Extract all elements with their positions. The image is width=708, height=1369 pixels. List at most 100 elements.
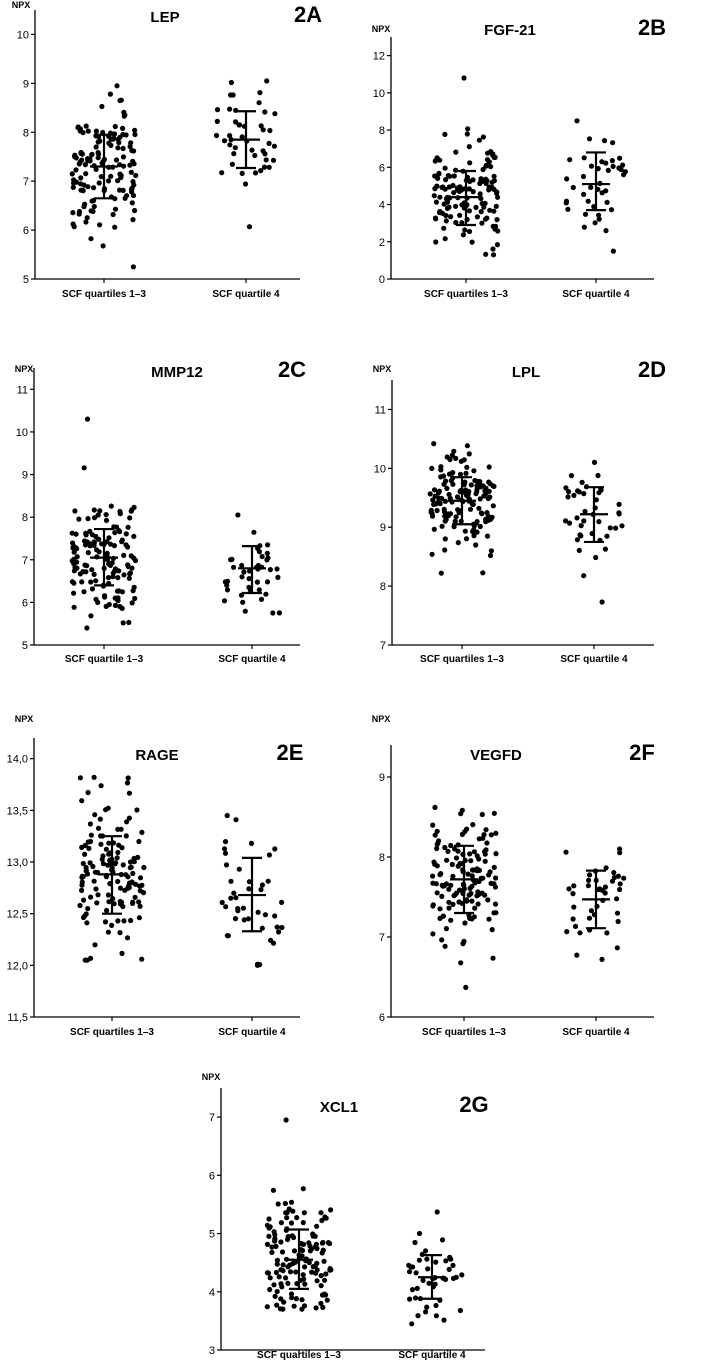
data-point: [617, 156, 622, 161]
data-point: [299, 1297, 304, 1302]
y-tick-label: 6: [209, 1170, 215, 1182]
data-point: [121, 154, 126, 159]
data-point: [225, 587, 230, 592]
data-point: [82, 852, 87, 857]
data-point: [323, 1271, 328, 1276]
data-point: [432, 805, 437, 810]
data-point: [430, 931, 435, 936]
data-point: [72, 550, 77, 555]
data-point: [265, 542, 270, 547]
data-point: [563, 850, 568, 855]
y-tick-label: 8: [379, 125, 385, 137]
y-tick-label: 6: [22, 597, 28, 609]
data-point: [79, 158, 84, 163]
data-point: [433, 1260, 438, 1265]
chart-title: RAGE: [135, 747, 178, 764]
data-point: [444, 858, 449, 863]
data-point: [243, 609, 248, 614]
data-point: [132, 132, 137, 137]
data-point: [106, 535, 111, 540]
data-point: [315, 1278, 320, 1283]
data-point: [455, 849, 460, 854]
data-point: [290, 1209, 295, 1214]
data-point: [428, 491, 433, 496]
data-point: [492, 811, 497, 816]
data-point: [318, 1301, 323, 1306]
data-point: [456, 899, 461, 904]
data-point: [483, 519, 488, 524]
data-point: [78, 151, 83, 156]
data-point: [246, 585, 251, 590]
data-point: [571, 493, 576, 498]
data-point: [240, 171, 245, 176]
data-point: [328, 1207, 333, 1212]
data-point: [227, 107, 232, 112]
panel-label: 2A: [294, 2, 322, 27]
data-point: [109, 923, 114, 928]
data-point: [120, 589, 125, 594]
data-point: [101, 243, 106, 248]
data-point: [301, 1220, 306, 1225]
data-point: [127, 881, 132, 886]
data-point: [603, 228, 608, 233]
data-point: [83, 542, 88, 547]
data-point: [564, 199, 569, 204]
y-axis-label: NPX: [12, 0, 31, 10]
x-category-label: SCF quartiles 1–3: [70, 1027, 154, 1038]
data-point: [271, 158, 276, 163]
data-point: [71, 544, 76, 549]
data-point: [431, 902, 436, 907]
data-point: [233, 817, 238, 822]
data-point: [99, 783, 104, 788]
data-point: [472, 880, 477, 885]
data-point: [231, 151, 236, 156]
data-point: [233, 895, 238, 900]
data-point: [442, 547, 447, 552]
data-point: [117, 529, 122, 534]
data-point: [495, 195, 500, 200]
data-point: [130, 200, 135, 205]
data-point: [587, 136, 592, 141]
data-point: [623, 169, 628, 174]
y-tick-label: 10: [16, 427, 28, 439]
data-point: [77, 211, 82, 216]
data-point: [222, 138, 227, 143]
data-point: [483, 486, 488, 491]
data-point: [431, 441, 436, 446]
data-point: [581, 518, 586, 523]
data-point: [491, 209, 496, 214]
data-point: [265, 551, 270, 556]
data-point: [469, 899, 474, 904]
data-point: [459, 202, 464, 207]
data-point: [442, 845, 447, 850]
y-tick-label: 11: [375, 404, 386, 416]
data-point: [410, 1287, 415, 1292]
data-point: [604, 534, 609, 539]
data-point: [484, 840, 489, 845]
data-point: [116, 140, 121, 145]
y-tick-label: 12,5: [7, 909, 28, 921]
data-point: [118, 886, 123, 891]
x-category-label: SCF quartiles 1–3: [257, 1350, 341, 1361]
data-point: [436, 838, 441, 843]
data-point: [615, 911, 620, 916]
data-point: [94, 144, 99, 149]
data-point: [586, 883, 591, 888]
data-point: [79, 798, 84, 803]
data-point: [256, 910, 261, 915]
data-point: [457, 213, 462, 218]
data-point: [450, 1263, 455, 1268]
data-point: [228, 879, 233, 884]
y-tick-label: 8: [380, 581, 386, 593]
data-point: [112, 543, 117, 548]
data-point: [277, 1274, 282, 1279]
data-point: [289, 1200, 294, 1205]
data-point: [493, 884, 498, 889]
data-point: [310, 1233, 315, 1238]
data-point: [115, 855, 120, 860]
data-point: [131, 588, 136, 593]
data-point: [458, 960, 463, 965]
data-point: [269, 1244, 274, 1249]
data-point: [476, 506, 481, 511]
data-point: [264, 557, 269, 562]
